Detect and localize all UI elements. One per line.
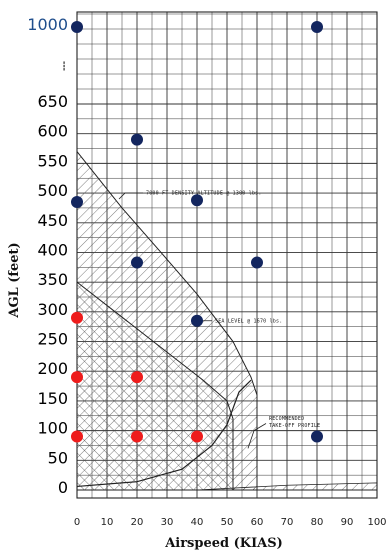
y-tick-label: 300 [37,300,68,319]
x-tick-label: 30 [161,517,174,528]
data-point [191,430,203,443]
x-tick-label: 40 [191,517,204,528]
data-point [71,311,83,324]
takeoff-profile-line [76,379,252,488]
data-point [131,430,143,443]
annotation-takeoff-line2: TAKE-OFF PROFILE [269,423,320,429]
annotation-sea-level: SEA LEVEL @ 1670 lbs. [215,319,282,325]
annotation-takeoff-line1: RECOMMENDED [269,416,304,422]
annotation-leader-takeoff [247,423,267,449]
axis-ticks: 0501001502002503003504004505005506006501… [27,15,386,528]
y-tick-label: 150 [37,389,68,408]
data-point [131,371,143,384]
data-point [71,371,83,384]
y-axis-break: --- [60,61,69,71]
x-tick-label: 50 [221,517,234,528]
y-tick-label: 350 [37,270,68,289]
y-tick-label: 450 [37,211,68,230]
x-tick-label: 20 [131,517,144,528]
y-tick-label: 550 [37,151,68,170]
y-tick-label: 400 [37,240,68,259]
x-tick-label: 10 [101,517,114,528]
x-axis-label: Airspeed (KIAS) [164,536,283,551]
annotation-density-altitude: 7000 FT DENSITY ALTITUDE @ 1300 lbs. [146,190,262,196]
chart-grid [76,11,378,499]
x-tick-label: 100 [367,517,386,528]
y-tick-label: 650 [37,92,68,111]
y-tick-label: 50 [48,448,68,467]
y-tick-label: 600 [37,122,68,141]
data-point [311,430,323,443]
y-tick-label: 200 [37,359,68,378]
data-points [71,21,323,443]
y-tick-label: 250 [37,330,68,349]
x-tick-label: 90 [341,517,354,528]
data-point [71,430,83,443]
y-tick-label: 1000 [27,15,68,34]
data-point [251,256,263,269]
data-point [71,195,83,208]
annotation-leader-density-altitude [118,192,143,200]
avoid-region-high-speed [196,482,378,491]
y-tick-label: 100 [37,419,68,438]
y-tick-label: 0 [58,478,68,497]
y-axis-label: AGL (feet) [7,242,22,318]
data-point [191,194,203,207]
x-tick-label: 0 [74,517,80,528]
y-tick-label: 500 [37,181,68,200]
x-tick-label: 70 [281,517,294,528]
x-tick-label: 80 [311,517,324,528]
data-point [131,133,143,146]
x-tick-label: 60 [251,517,264,528]
data-point [191,314,203,327]
data-point [131,256,143,269]
data-point [71,21,83,33]
data-point [311,21,323,33]
